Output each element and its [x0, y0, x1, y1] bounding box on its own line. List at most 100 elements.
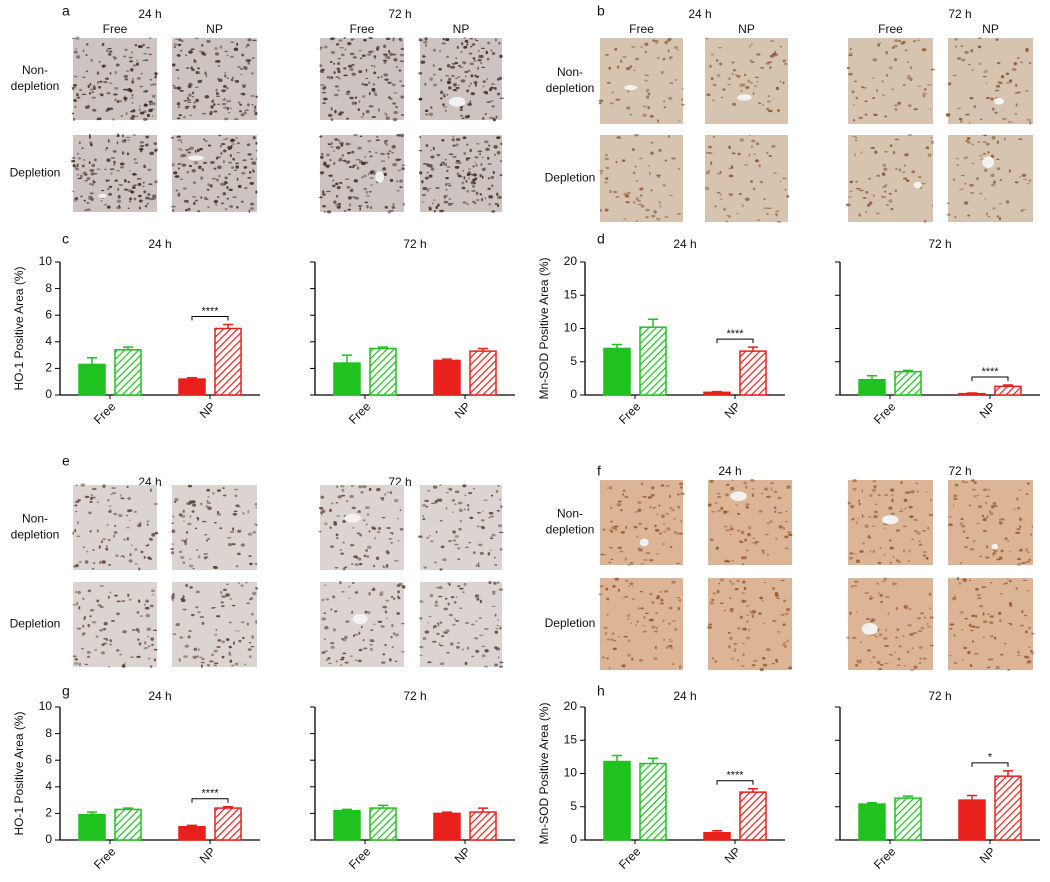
cell-stain: [130, 68, 134, 72]
cell-stain: [336, 146, 341, 149]
cell-stain: [330, 37, 335, 40]
cell-stain: [76, 536, 80, 537]
cell-stain: [901, 481, 903, 484]
cell-stain: [337, 90, 340, 91]
cell-stain: [991, 174, 995, 177]
cell-stain: [232, 143, 236, 145]
cell-stain: [478, 565, 480, 568]
cell-stain: [339, 111, 344, 113]
cell-stain: [177, 136, 180, 138]
cell-stain: [176, 623, 180, 626]
cell-stain: [145, 607, 150, 610]
cell-stain: [997, 215, 1000, 217]
cell-stain: [877, 562, 881, 564]
cell-stain: [444, 196, 447, 198]
cell-stain: [181, 515, 185, 518]
cell-stain: [423, 54, 425, 57]
cell-stain: [929, 593, 932, 596]
cell-stain: [386, 550, 390, 553]
cell-stain: [214, 663, 218, 664]
cell-stain: [127, 497, 131, 500]
cell-stain: [455, 620, 459, 622]
cell-stain: [395, 633, 399, 636]
cell-stain: [850, 48, 852, 50]
cell-stain: [1009, 580, 1012, 582]
cell-stain: [337, 70, 340, 73]
cell-stain: [398, 540, 400, 542]
cell-stain: [345, 161, 350, 164]
panel-letter: f: [597, 463, 601, 479]
cell-stain: [438, 68, 442, 71]
cell-stain: [103, 628, 106, 630]
cell-stain: [770, 487, 772, 490]
cell-stain: [359, 100, 361, 103]
cell-stain: [882, 172, 886, 176]
cell-stain: [122, 151, 124, 154]
cell-stain: [140, 145, 145, 147]
cell-stain: [130, 191, 134, 194]
cell-stain: [475, 638, 478, 639]
cell-stain: [648, 92, 650, 95]
cell-stain: [499, 666, 503, 668]
cell-stain: [148, 54, 152, 56]
cell-stain: [459, 588, 464, 590]
cell-stain: [983, 612, 985, 615]
cell-stain: [645, 89, 650, 91]
cell-stain: [237, 553, 241, 555]
cell-stain: [598, 593, 602, 596]
cell-stain: [153, 629, 157, 631]
cell-stain: [429, 174, 433, 177]
cell-stain: [1017, 563, 1021, 566]
cell-stain: [77, 174, 79, 176]
panel-letter: e: [62, 453, 70, 469]
cell-stain: [465, 547, 469, 548]
cell-stain: [634, 166, 637, 168]
cell-stain: [988, 658, 990, 660]
cell-stain: [83, 159, 85, 161]
cell-stain: [659, 201, 661, 204]
cell-stain: [785, 613, 789, 616]
bar: [704, 392, 730, 395]
cell-stain: [393, 632, 395, 635]
cell-stain: [674, 46, 678, 49]
cell-stain: [358, 205, 362, 207]
cell-stain: [639, 523, 642, 525]
cell-stain: [742, 563, 744, 565]
y-axis-label: HO-1 Positive Area (%): [12, 266, 26, 390]
cell-stain: [632, 585, 634, 587]
cell-stain: [627, 618, 629, 619]
cell-stain: [422, 194, 426, 196]
cell-stain: [145, 103, 147, 106]
cell-stain: [147, 523, 149, 526]
cell-stain: [730, 525, 732, 526]
cell-stain: [468, 542, 471, 543]
chart-title: 24 h: [673, 689, 696, 703]
cell-stain: [731, 560, 734, 562]
cell-stain: [499, 588, 504, 591]
cell-stain: [182, 164, 186, 167]
cell-stain: [443, 163, 447, 166]
cell-stain: [99, 606, 104, 608]
cell-stain: [969, 122, 971, 124]
cell-stain: [1005, 582, 1009, 583]
cell-stain: [383, 45, 386, 48]
cell-stain: [1025, 50, 1028, 53]
cell-stain: [172, 516, 174, 518]
cell-stain: [925, 491, 928, 492]
cell-stain: [963, 530, 966, 532]
cell-stain: [137, 77, 141, 80]
cell-stain: [1023, 179, 1028, 180]
row-label: depletion: [546, 523, 595, 537]
cell-stain: [717, 496, 721, 498]
cell-stain: [230, 646, 232, 648]
cell-stain: [966, 156, 968, 158]
cell-stain: [772, 587, 775, 590]
cell-stain: [671, 581, 676, 584]
cell-stain: [378, 108, 380, 111]
cell-stain: [423, 637, 427, 640]
cell-stain: [422, 515, 424, 518]
cell-stain: [472, 184, 475, 188]
cell-stain: [622, 56, 626, 58]
cell-stain: [473, 551, 476, 554]
cell-stain: [752, 664, 756, 666]
